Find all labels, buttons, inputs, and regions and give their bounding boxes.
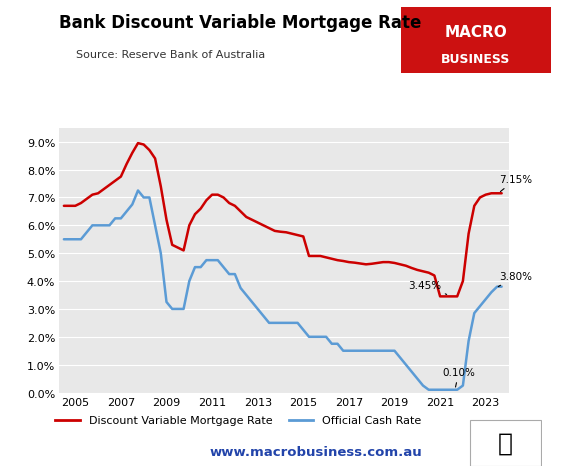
Text: 7.15%: 7.15%	[499, 175, 532, 192]
Text: BUSINESS: BUSINESS	[441, 53, 511, 66]
Text: MACRO: MACRO	[445, 25, 507, 40]
Text: 3.45%: 3.45%	[408, 280, 447, 295]
Text: Source: Reserve Bank of Australia: Source: Reserve Bank of Australia	[76, 50, 266, 60]
Text: 3.80%: 3.80%	[498, 271, 532, 287]
Legend: Discount Variable Mortgage Rate, Official Cash Rate: Discount Variable Mortgage Rate, Officia…	[51, 411, 426, 430]
Text: www.macrobusiness.com.au: www.macrobusiness.com.au	[210, 445, 423, 458]
Text: Bank Discount Variable Mortgage Rate: Bank Discount Variable Mortgage Rate	[59, 14, 421, 32]
Text: 🐺: 🐺	[498, 431, 513, 455]
Text: 0.10%: 0.10%	[442, 367, 475, 387]
